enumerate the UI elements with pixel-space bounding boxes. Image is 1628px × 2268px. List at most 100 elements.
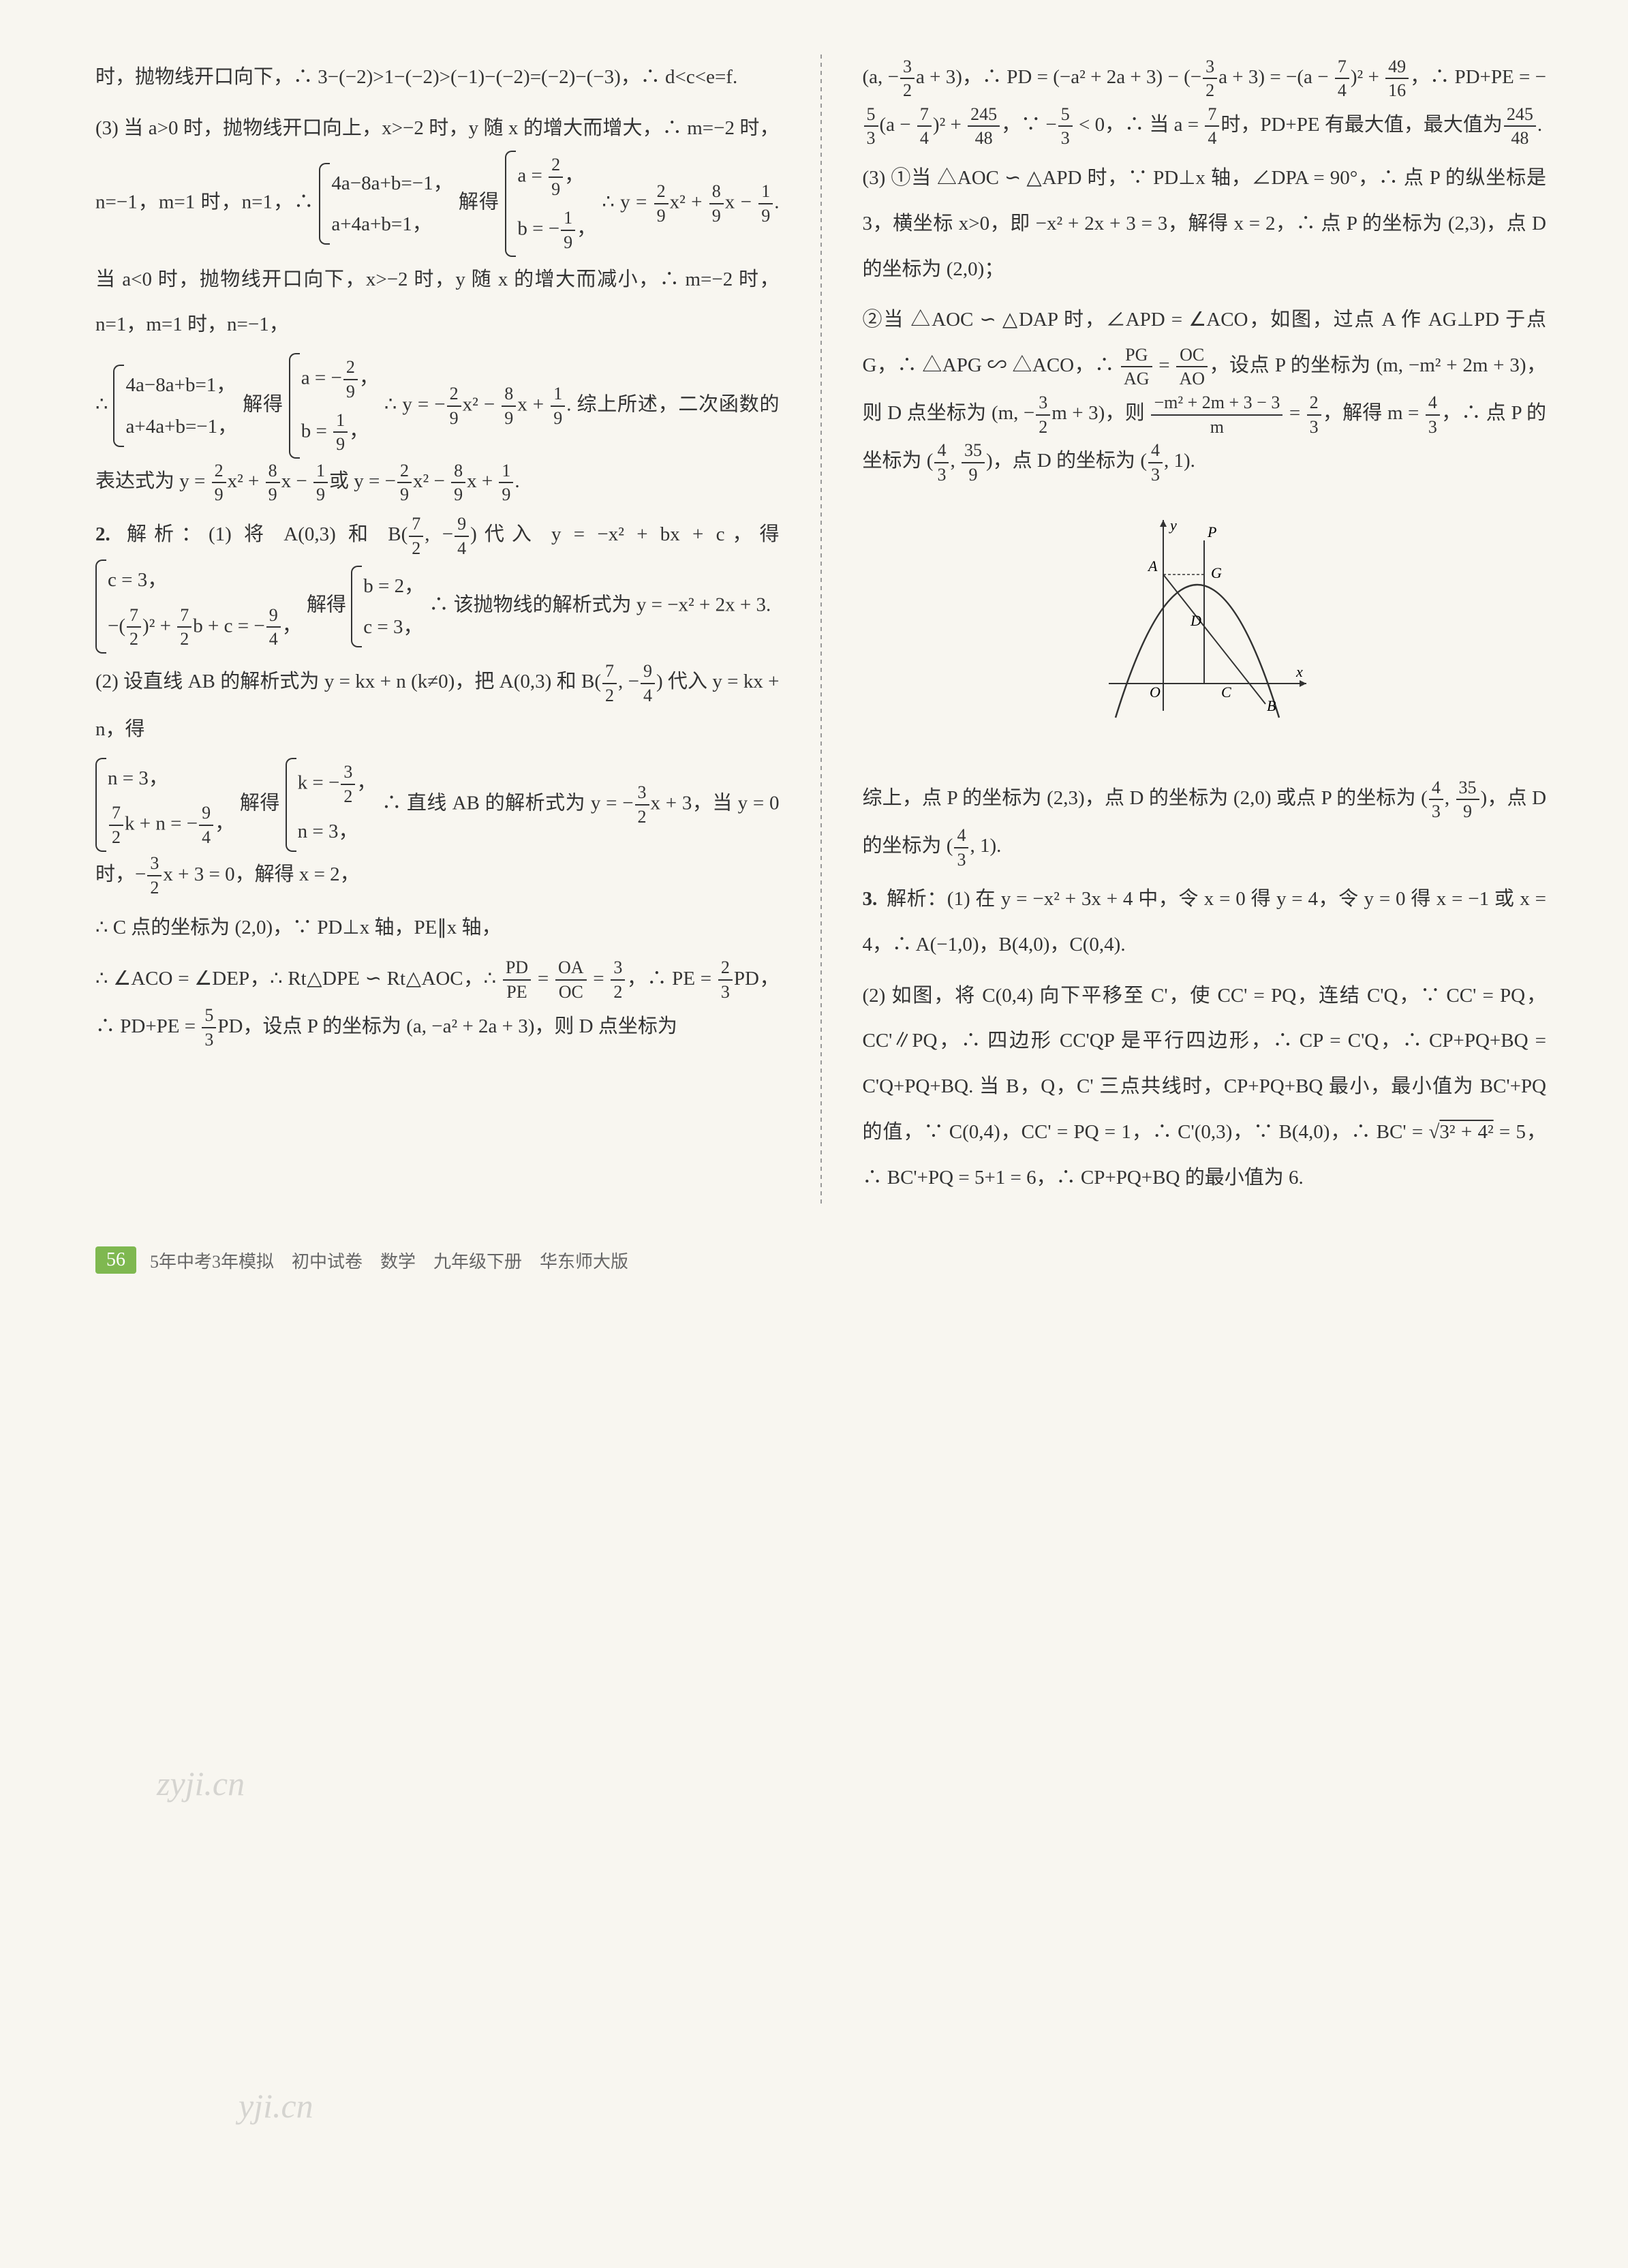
denominator: 2 — [602, 684, 617, 707]
text: = − — [1265, 66, 1297, 88]
text: ² + — [149, 615, 176, 637]
text: 解得 — [459, 191, 500, 213]
label-y: y — [1169, 517, 1177, 534]
numerator: 4 — [1148, 439, 1163, 463]
numerator: 3 — [1036, 391, 1050, 416]
equation-system: 4a−8a+b=−1， a+4a+b=1， — [319, 163, 452, 245]
numerator: 4 — [954, 824, 968, 848]
label-o: O — [1150, 684, 1161, 701]
text: ，则 — [1105, 402, 1150, 424]
fraction: OCAO — [1176, 343, 1208, 391]
fraction: 29 — [549, 153, 563, 201]
numerator: 2 — [549, 153, 563, 178]
right-column: (a, −32a + 3)，∴ PD = (−a² + 2a + 3) − (−… — [863, 55, 1547, 1206]
numerator: 8 — [709, 180, 724, 204]
numerator: 2 — [343, 356, 358, 380]
denominator: 2 — [177, 628, 191, 651]
eq-line: n = 3， — [298, 811, 377, 852]
fraction: 89 — [451, 459, 465, 507]
text: , 1 — [1164, 450, 1184, 472]
denominator: 9 — [561, 231, 575, 254]
fraction: 32 — [1203, 55, 1217, 103]
text: ∴ y = − — [384, 393, 446, 415]
text: x² + — [670, 191, 708, 213]
fraction: 29 — [654, 180, 669, 228]
denominator: 2 — [409, 537, 423, 560]
text: 综上，点 P 的坐标为 (2,3)，点 D 的坐标为 (2,0) 或点 P 的坐… — [863, 787, 1422, 809]
fraction: 32 — [341, 761, 355, 808]
text: x − — [281, 470, 312, 492]
numerator: 4 — [1429, 776, 1443, 801]
text: PD，设点 P 的坐标为 (a, −a² + 2a + 3)，则 D 点坐标为 — [217, 1015, 677, 1037]
eq-line: −(72)² + 72b + c = −94， — [108, 601, 302, 654]
denominator: 3 — [718, 981, 733, 1004]
numerator: 245 — [1504, 103, 1536, 127]
denominator: 2 — [611, 981, 625, 1004]
denominator: 2 — [341, 785, 355, 808]
left-column: 时，抛物线开口向下，∴ 3−(−2)>1−(−2)>(−1)−(−2)=(−2)… — [95, 55, 780, 1206]
fraction: 23 — [1307, 391, 1321, 439]
text: a − — [886, 114, 916, 136]
denominator: 48 — [968, 127, 1000, 150]
page-footer: 56 5年中考3年模拟 初中试卷 数学 九年级下册 华东师大版 — [95, 1246, 1546, 1274]
fraction: 19 — [333, 409, 348, 457]
denominator: 4 — [1205, 127, 1219, 150]
numerator: PD — [503, 956, 531, 981]
denominator: 3 — [954, 848, 968, 872]
denominator: 3 — [864, 127, 878, 150]
denominator: 9 — [266, 483, 280, 506]
fraction: 24548 — [1504, 103, 1536, 151]
numerator: 2 — [397, 459, 412, 484]
eq-line: n = 3， — [108, 758, 234, 799]
denominator: 4 — [641, 684, 655, 707]
fraction: 43 — [934, 439, 949, 487]
denominator: 9 — [397, 483, 412, 506]
denominator: 3 — [1426, 416, 1440, 439]
label-a: A — [1147, 557, 1158, 574]
denominator: 9 — [451, 483, 465, 506]
numerator: −m² + 2m + 3 − 3 — [1151, 391, 1283, 416]
fraction: 72 — [109, 801, 123, 849]
text: x² − — [413, 470, 450, 492]
page-number: 56 — [95, 1246, 136, 1274]
eq-line: a+4a+b=−1， — [125, 406, 237, 447]
label-x: x — [1295, 663, 1303, 680]
denominator: 4 — [266, 628, 281, 651]
denominator: 3 — [1058, 127, 1073, 150]
text-line: (a, −32a + 3)，∴ PD = (−a² + 2a + 3) − (−… — [863, 55, 1547, 150]
fraction: 53 — [1058, 103, 1073, 151]
fraction: −m² + 2m + 3 − 3m — [1151, 391, 1283, 439]
text: b + c = − — [193, 615, 264, 637]
fraction: 4916 — [1385, 55, 1409, 103]
text: 时，PD+PE 有最大值，最大值为 — [1220, 114, 1503, 136]
label-p: P — [1207, 523, 1216, 540]
numerator: 35 — [962, 439, 985, 463]
text: . — [1191, 450, 1195, 472]
fraction: 72 — [409, 512, 423, 560]
text: 解得 — [307, 594, 346, 616]
denominator: 9 — [549, 178, 563, 201]
denominator: 4 — [199, 826, 213, 849]
numerator: 1 — [499, 459, 513, 484]
denominator: 3 — [202, 1028, 216, 1052]
numerator: 7 — [1335, 55, 1349, 80]
denominator: 9 — [962, 463, 985, 487]
fraction: 32 — [611, 956, 625, 1004]
text: a + 3 — [1218, 66, 1258, 88]
label-b: B — [1267, 697, 1276, 714]
text: x² − — [463, 393, 501, 415]
fraction: OAOC — [555, 956, 587, 1004]
text: m + 3 — [1051, 402, 1098, 424]
fraction: 43 — [1148, 439, 1163, 487]
text-line: 2. 解析：(1) 将 A(0,3) 和 B(72, −94)代入 y = −x… — [95, 512, 780, 654]
numerator: 245 — [968, 103, 1000, 127]
numerator: 5 — [202, 1004, 216, 1028]
numerator: 1 — [758, 180, 773, 204]
numerator: 1 — [561, 206, 575, 231]
numerator: 7 — [917, 103, 932, 127]
eq-line: a+4a+b=1， — [331, 204, 452, 245]
text-line: ∴ ∠ACO = ∠DEP，∴ Rt△DPE ∽ Rt△AOC，∴ PDPE =… — [95, 956, 780, 1052]
text: = — [1154, 354, 1176, 376]
equation-system: a = −29， b = 19， — [289, 353, 379, 459]
text: . — [514, 470, 519, 492]
